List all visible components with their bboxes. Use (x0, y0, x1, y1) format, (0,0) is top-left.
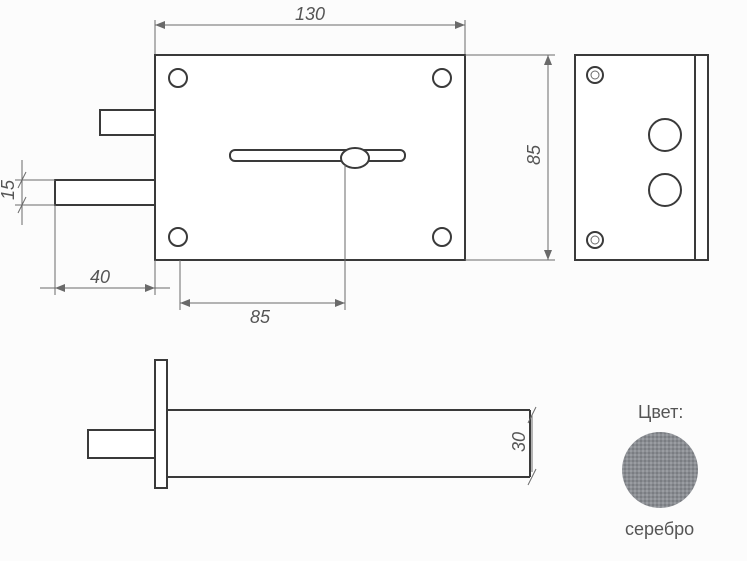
color-label: Цвет: (638, 402, 683, 422)
swatch-circle (622, 432, 698, 508)
technical-drawing: 130 85 15 (0, 0, 747, 561)
dimension-handle-85: 85 (180, 260, 345, 327)
dim-value: 30 (509, 432, 529, 452)
color-swatch-group: Цвет: серебро (622, 402, 698, 539)
dimension-bolt-40: 40 (40, 205, 170, 295)
dim-value: 130 (295, 4, 325, 24)
dim-value: 85 (250, 307, 271, 327)
lock-body-front (55, 55, 465, 300)
dim-value: 85 (524, 144, 544, 165)
dim-value: 15 (0, 179, 18, 200)
dim-value: 40 (90, 267, 110, 287)
lock-body-side (88, 360, 530, 488)
dimension-height-85: 85 (465, 55, 555, 260)
strike-plate (575, 55, 708, 260)
dimension-side-30: 30 (509, 407, 536, 485)
dimension-bolt-15: 15 (0, 160, 55, 225)
dimension-width-130: 130 (155, 4, 465, 55)
color-name: серебро (625, 519, 694, 539)
